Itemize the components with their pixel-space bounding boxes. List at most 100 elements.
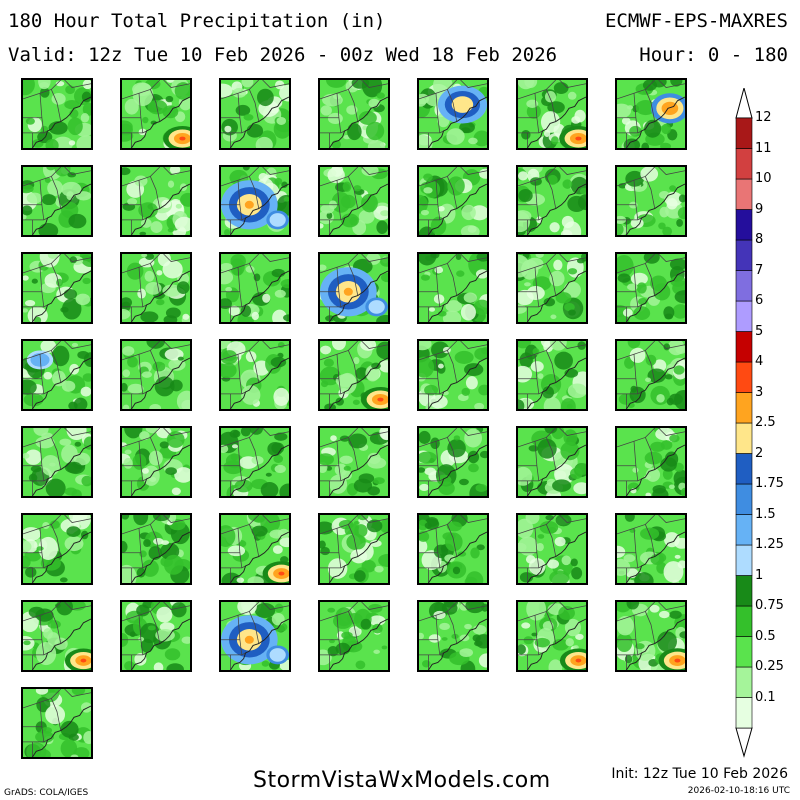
grads-credit: GrADS: COLA/IGES (4, 788, 89, 798)
colorbar-swatch (735, 514, 753, 546)
colorbar-tick-label: 10 (755, 171, 772, 186)
ensemble-member-panel (219, 600, 291, 672)
colorbar-tick-label: 0.5 (755, 628, 776, 644)
colorbar-swatch (735, 697, 753, 729)
ensemble-member-panel (21, 78, 93, 150)
ensemble-member-panel (516, 165, 588, 237)
ensemble-member-panel (120, 252, 192, 324)
colorbar-tick-label: 0.75 (755, 598, 784, 613)
ensemble-member-panel (318, 339, 390, 411)
ensemble-member-panel (615, 78, 687, 150)
colorbar-swatch (735, 209, 753, 241)
colorbar-swatch (735, 483, 753, 515)
colorbar-tick-label: 6 (755, 293, 764, 308)
colorbar-tick-label: 2.5 (755, 415, 776, 430)
ensemble-member-panel (516, 600, 588, 672)
ensemble-member-panel (219, 78, 291, 150)
colorbar-tick-label: 1.5 (755, 506, 776, 522)
ensemble-member-panel (318, 252, 390, 324)
colorbar-swatch (735, 636, 753, 668)
ensemble-member-panel (615, 426, 687, 498)
colorbar-min-arrow (735, 727, 753, 758)
colorbar-swatch (735, 117, 753, 149)
ensemble-member-panel (219, 339, 291, 411)
ensemble-member-panel (219, 252, 291, 324)
ensemble-member-panel (318, 426, 390, 498)
ensemble-member-panel (516, 426, 588, 498)
ensemble-member-panel (417, 165, 489, 237)
ensemble-member-panel (516, 339, 588, 411)
model-name: ECMWF-EPS-MAXRES (604, 10, 788, 32)
ensemble-member-panel (21, 165, 93, 237)
ensemble-member-panel (120, 339, 192, 411)
colorbar-tick-label: 3 (755, 384, 764, 400)
ensemble-member-panel (615, 600, 687, 672)
ensemble-member-panel (21, 600, 93, 672)
ensemble-member-panel (219, 165, 291, 237)
colorbar-swatch (735, 666, 753, 698)
ensemble-member-panel (417, 513, 489, 585)
colorbar-swatch (735, 453, 753, 485)
ensemble-member-panel (417, 600, 489, 672)
colorbar-swatch (735, 392, 753, 424)
ensemble-member-panel (120, 165, 192, 237)
colorbar-tick-label: 1.25 (755, 537, 784, 552)
ensemble-member-panel (318, 78, 390, 150)
ensemble-member-panel (318, 513, 390, 585)
colorbar-swatch (735, 178, 753, 210)
colorbar-tick-label: 12 (755, 110, 772, 125)
colorbar-swatch (735, 239, 753, 271)
ensemble-member-panel (120, 513, 192, 585)
forecast-hours: Hour: 0 - 180 (639, 44, 788, 66)
colorbar-tick-label: 0.25 (755, 659, 784, 674)
init-time: Init: 12z Tue 10 Feb 2026 (611, 766, 788, 782)
colorbar-tick-label: 1.75 (755, 476, 784, 491)
ensemble-member-panel (417, 252, 489, 324)
ensemble-member-panel (219, 513, 291, 585)
ensemble-member-panel (615, 165, 687, 237)
ensemble-member-panel (21, 339, 93, 411)
ensemble-member-panel (516, 252, 588, 324)
precip-colorbar (735, 88, 753, 758)
valid-period: Valid: 12z Tue 10 Feb 2026 - 00z Wed 18 … (8, 44, 558, 66)
ensemble-member-panel (318, 600, 390, 672)
ensemble-member-panel (120, 426, 192, 498)
ensemble-member-panel (615, 339, 687, 411)
ensemble-member-panel (219, 426, 291, 498)
colorbar-swatch (735, 544, 753, 576)
ensemble-member-panel (21, 513, 93, 585)
ensemble-member-panel (516, 513, 588, 585)
ensemble-member-panel (417, 339, 489, 411)
colorbar-tick-label: 11 (755, 140, 772, 156)
ensemble-member-panel (318, 165, 390, 237)
colorbar-max-arrow (735, 88, 753, 119)
ensemble-member-panel (21, 687, 93, 759)
colorbar-tick-label: 1 (755, 567, 764, 583)
colorbar-swatch (735, 605, 753, 637)
colorbar-swatch (735, 300, 753, 332)
colorbar-swatch (735, 331, 753, 363)
colorbar-swatch (735, 270, 753, 302)
colorbar-swatch (735, 148, 753, 180)
ensemble-member-panel (516, 78, 588, 150)
colorbar-tick-label: 2 (755, 445, 764, 461)
ensemble-member-panel (615, 513, 687, 585)
map-title: 180 Hour Total Precipitation (in) (8, 10, 386, 32)
colorbar-swatch (735, 422, 753, 454)
ensemble-member-panel (120, 600, 192, 672)
colorbar-swatch (735, 575, 753, 607)
ensemble-member-panel (21, 252, 93, 324)
ensemble-member-panel (615, 252, 687, 324)
ensemble-member-panel (417, 426, 489, 498)
colorbar-tick-label: 9 (755, 201, 764, 217)
ensemble-member-panel (417, 78, 489, 150)
colorbar-tick-label: 5 (755, 323, 764, 339)
ensemble-member-panel (21, 426, 93, 498)
site-credit: StormVistaWxModels.com (253, 768, 551, 793)
colorbar-tick-label: 8 (755, 232, 764, 247)
colorbar-swatch (735, 361, 753, 393)
colorbar-tick-label: 0.1 (755, 689, 776, 705)
colorbar-tick-label: 7 (755, 262, 764, 278)
ensemble-member-panel (120, 78, 192, 150)
render-timestamp: 2026-02-10-18:16 UTC (687, 786, 790, 796)
